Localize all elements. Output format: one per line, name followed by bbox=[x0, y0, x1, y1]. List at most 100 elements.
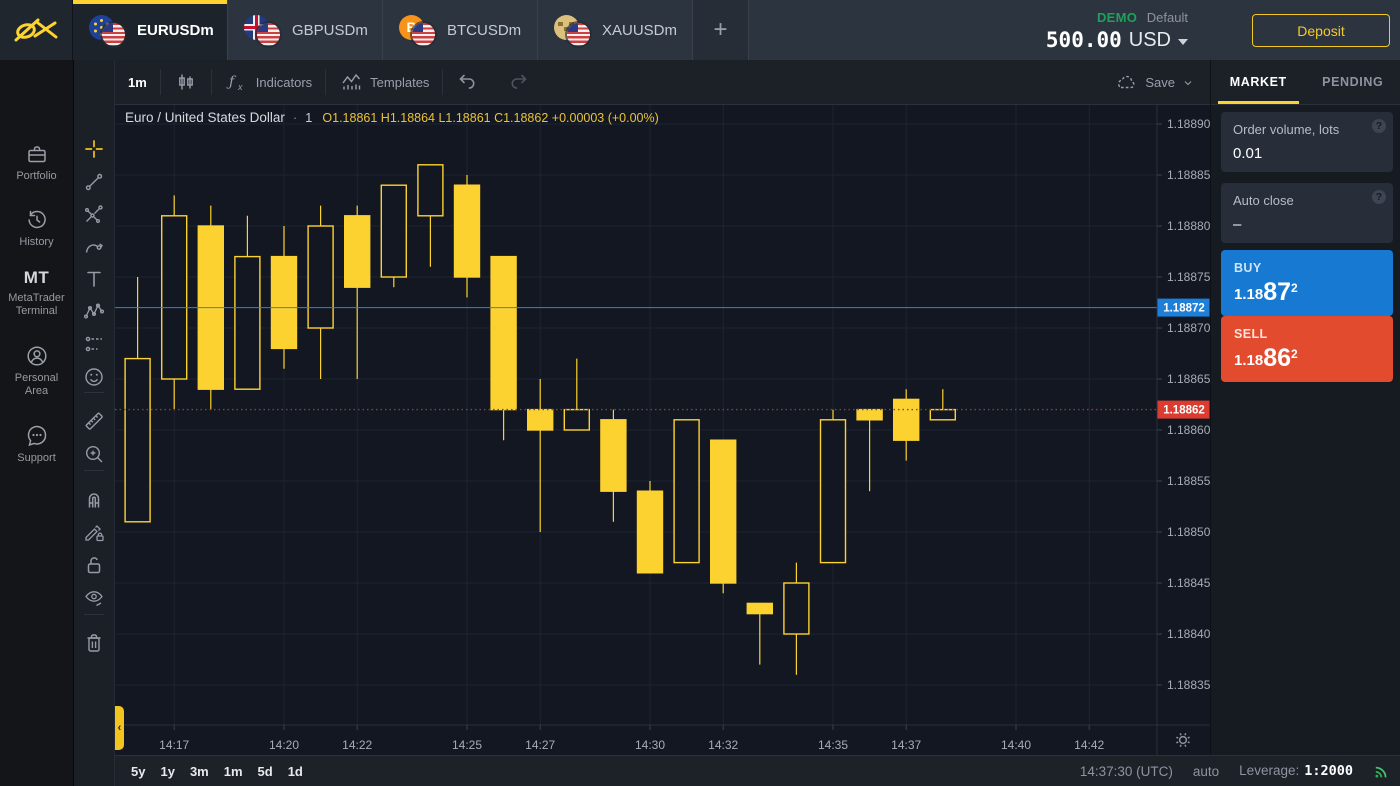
svg-text:14:37: 14:37 bbox=[891, 738, 921, 752]
account-mode-badge: DEMO bbox=[1096, 10, 1138, 25]
emoji-tool[interactable] bbox=[82, 365, 106, 389]
sidebar-item-label: Portfolio bbox=[16, 170, 57, 182]
ruler-tool[interactable] bbox=[82, 409, 106, 433]
range-button-1m[interactable]: 1m bbox=[223, 763, 243, 779]
toolbar-collapse-handle[interactable]: ‹ bbox=[115, 706, 124, 750]
order-volume-label: Order volume, lots bbox=[1233, 122, 1340, 137]
order-tab-pending[interactable]: PENDING bbox=[1322, 75, 1384, 89]
trend-line-tool[interactable] bbox=[82, 170, 106, 194]
auto-close-card[interactable]: Auto close – ? bbox=[1221, 183, 1393, 243]
candlestick-icon bbox=[178, 74, 193, 90]
cloud-save-icon bbox=[1118, 75, 1135, 88]
curve-tool[interactable] bbox=[82, 235, 106, 259]
svg-text:1.18890: 1.18890 bbox=[1167, 117, 1210, 131]
svg-text:14:30: 14:30 bbox=[635, 738, 665, 752]
account-dropdown-caret-icon[interactable] bbox=[1178, 38, 1188, 45]
zoom-in-tool[interactable] bbox=[82, 442, 106, 466]
timeframe-button[interactable]: 1m bbox=[128, 74, 147, 90]
account-profile: Default bbox=[1146, 10, 1188, 25]
sidebar-item-label: Personal Area bbox=[14, 372, 59, 397]
range-button-3m[interactable]: 3m bbox=[189, 763, 209, 779]
add-symbol-tab-button[interactable]: + bbox=[693, 0, 749, 60]
drawing-toolbar bbox=[73, 60, 115, 786]
save-layout-button[interactable]: Save bbox=[1106, 60, 1202, 105]
candle-14:17 bbox=[161, 195, 188, 410]
symbol-tab-xauusdm[interactable]: XAUUSDm bbox=[538, 0, 693, 60]
ruler-icon bbox=[85, 412, 103, 430]
lock-tool[interactable] bbox=[82, 553, 106, 577]
order-tab-market[interactable]: MARKET bbox=[1211, 60, 1306, 104]
order-volume-value[interactable]: 0.01 bbox=[1233, 145, 1263, 162]
range-button-5y[interactable]: 5y bbox=[131, 763, 146, 779]
svg-text:1.18840: 1.18840 bbox=[1167, 627, 1210, 641]
draw-lock-tool[interactable] bbox=[82, 520, 106, 544]
range-button-1d[interactable]: 1d bbox=[287, 763, 303, 779]
sidebar-item-metatrader-terminal[interactable]: MT MetaTrader Terminal bbox=[0, 268, 73, 318]
deposit-button[interactable]: Deposit bbox=[1252, 14, 1390, 47]
range-buttons: 5y 1y 3m 1m 5d 1d bbox=[131, 764, 318, 779]
auto-close-value[interactable]: – bbox=[1233, 216, 1242, 233]
symbol-tab-eurusdm[interactable]: EURUSDm bbox=[73, 0, 228, 60]
trash-icon bbox=[87, 634, 101, 652]
portfolio-icon bbox=[27, 146, 46, 163]
crosshair-tool[interactable] bbox=[82, 137, 106, 161]
undo-button[interactable] bbox=[443, 60, 493, 105]
magnet-tool[interactable] bbox=[82, 487, 106, 511]
pattern-tool[interactable] bbox=[82, 300, 106, 324]
candles-layer bbox=[124, 164, 956, 675]
timezone-auto[interactable]: auto bbox=[1192, 763, 1220, 779]
account-info[interactable]: DEMO Default 500.00 USD bbox=[1046, 10, 1188, 52]
svg-text:1.18845: 1.18845 bbox=[1167, 576, 1210, 590]
trend-lines-tool[interactable] bbox=[82, 202, 106, 226]
sidebar-item-personal-area[interactable]: Personal Area bbox=[0, 344, 73, 398]
bottom-bar: 5y 1y 3m 1m 5d 1d 14:37:30 (UTC) auto Leverag… bbox=[115, 755, 1400, 786]
candle-14:32 bbox=[710, 439, 737, 594]
candle-14:27 bbox=[527, 379, 554, 532]
range-button-5d[interactable]: 5d bbox=[257, 763, 273, 779]
redo-button[interactable] bbox=[493, 60, 543, 105]
exness-logo[interactable] bbox=[0, 0, 73, 60]
volume-help-icon[interactable]: ? bbox=[1372, 119, 1386, 133]
lock-icon bbox=[87, 557, 101, 574]
candle-14:38 bbox=[929, 389, 956, 421]
emoji-icon bbox=[85, 367, 103, 386]
svg-text:14:35: 14:35 bbox=[818, 738, 848, 752]
indicators-button[interactable]: ƒ x Indicators bbox=[212, 60, 325, 105]
trash-tool[interactable] bbox=[82, 631, 106, 655]
candle-14:22 bbox=[343, 205, 371, 379]
svg-text:1.18880: 1.18880 bbox=[1167, 219, 1210, 233]
eye-tool[interactable] bbox=[82, 586, 106, 610]
zoom-in-icon bbox=[85, 445, 103, 463]
forecast-tool[interactable] bbox=[82, 332, 106, 356]
bid-price-badge: 1.18862 bbox=[1157, 400, 1210, 419]
sidebar-item-support[interactable]: Support bbox=[0, 424, 73, 465]
price-axis: 1.18890 1.18885 1.18880 1.18875 1.18870 1.188… bbox=[1156, 105, 1210, 755]
sidebar-item-portfolio[interactable]: Portfolio bbox=[0, 142, 73, 183]
buy-button[interactable]: BUY 1.18 87 2 bbox=[1221, 250, 1393, 316]
chart-type-button[interactable] bbox=[161, 60, 211, 105]
toolbar-separator bbox=[84, 392, 104, 393]
range-button-1y[interactable]: 1y bbox=[160, 763, 175, 779]
leverage-info: Leverage: 1:2000 bbox=[1239, 763, 1353, 779]
sell-button[interactable]: SELL 1.18 86 2 bbox=[1221, 316, 1393, 382]
symbol-tab-btcusdm[interactable]: BTCUSDm bbox=[383, 0, 538, 60]
axis-settings-gear-icon[interactable] bbox=[1176, 733, 1190, 747]
order-volume-card[interactable]: Order volume, lots 0.01 ? bbox=[1221, 112, 1393, 172]
chart-canvas[interactable]: 1.18890 1.18885 1.18880 1.18875 1.18870 1.188… bbox=[115, 105, 1210, 755]
templates-button[interactable]: Templates bbox=[326, 60, 442, 105]
symbol-tab-gbpusdm[interactable]: GBPUSDm bbox=[228, 0, 383, 60]
candle-14:31 bbox=[673, 419, 700, 564]
gb-flag-icon bbox=[244, 14, 282, 47]
text-tool[interactable] bbox=[82, 267, 106, 291]
sidebar-item-history[interactable]: History bbox=[0, 208, 73, 249]
auto-close-help-icon[interactable]: ? bbox=[1372, 190, 1386, 204]
nav-sidebar: Portfolio History MT MetaTrader Terminal Per… bbox=[0, 60, 73, 786]
svg-text:ƒ: ƒ bbox=[226, 74, 237, 90]
svg-text:1.18850: 1.18850 bbox=[1167, 525, 1210, 539]
svg-text:1.18862: 1.18862 bbox=[1163, 405, 1205, 417]
trend-line-icon bbox=[85, 173, 103, 190]
svg-text:1.18855: 1.18855 bbox=[1167, 474, 1210, 488]
candle-14:19 bbox=[234, 215, 261, 390]
candle-14:24 bbox=[417, 164, 444, 267]
redo-icon bbox=[511, 74, 528, 89]
